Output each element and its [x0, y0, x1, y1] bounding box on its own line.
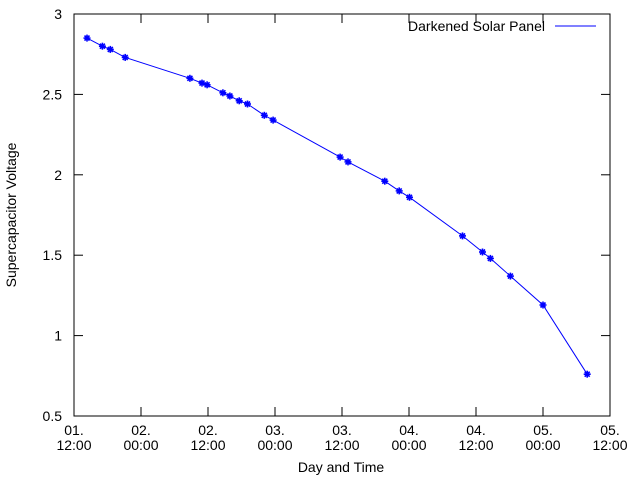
- plot-frame: [73, 13, 611, 417]
- x-tick-label-day: 05.: [533, 422, 552, 438]
- x-tick-label-time: 00:00: [257, 437, 292, 453]
- x-tick-label-time: 12:00: [458, 437, 493, 453]
- x-tick-label-time: 00:00: [391, 437, 426, 453]
- data-point: [506, 272, 514, 280]
- data-point: [269, 116, 277, 124]
- data-point: [226, 92, 234, 100]
- y-axis: 0.5 1 1.5 2 2.5 3: [43, 6, 610, 424]
- legend-label: Darkened Solar Panel: [408, 18, 545, 34]
- y-tick-label: 2: [54, 167, 62, 183]
- legend: Darkened Solar Panel: [408, 18, 596, 34]
- y-tick-label: 3: [54, 6, 62, 22]
- data-point: [395, 187, 403, 195]
- x-tick-label-time: 00:00: [123, 437, 158, 453]
- x-tick-label-time: 12:00: [56, 437, 91, 453]
- y-tick-label: 0.5: [43, 408, 63, 424]
- x-tick-label-time: 00:00: [525, 437, 560, 453]
- x-tick-label-day: 03.: [265, 422, 284, 438]
- data-point: [583, 370, 591, 378]
- data-point: [479, 248, 486, 256]
- data-point: [98, 42, 106, 50]
- x-tick-label-day: 04.: [466, 422, 485, 438]
- data-point: [219, 89, 227, 97]
- x-tick-label-time: 12:00: [190, 437, 225, 453]
- data-point: [459, 232, 466, 240]
- y-tick-label: 1.5: [43, 247, 63, 263]
- data-point: [539, 301, 547, 309]
- x-tick-label-day: 03.: [332, 422, 351, 438]
- series-group: [83, 34, 591, 378]
- x-tick-label-time: 12:00: [324, 437, 359, 453]
- x-tick-label-day: 02.: [131, 422, 150, 438]
- data-point: [235, 97, 243, 105]
- data-point: [406, 193, 413, 201]
- data-point: [203, 81, 211, 89]
- data-point: [336, 153, 344, 161]
- y-tick-label: 1: [54, 328, 62, 344]
- data-point: [121, 53, 129, 61]
- data-point: [260, 111, 268, 119]
- data-point: [83, 34, 91, 42]
- data-point: [106, 45, 114, 53]
- x-tick-label-day: 01.: [64, 422, 83, 438]
- x-tick-label-day: 04.: [399, 422, 418, 438]
- y-tick-label: 2.5: [43, 86, 63, 102]
- series-line: [86, 37, 588, 375]
- data-point: [344, 158, 352, 166]
- data-point: [486, 254, 494, 262]
- x-tick-label-day: 02.: [198, 422, 217, 438]
- data-point: [186, 74, 194, 82]
- x-axis-label: Day and Time: [298, 459, 385, 475]
- x-tick-label-time: 12:00: [592, 437, 627, 453]
- y-axis-label: Supercapacitor Voltage: [3, 142, 19, 287]
- data-point: [381, 177, 389, 185]
- data-point: [244, 100, 251, 108]
- x-axis: 01.12:0002.00:0002.12:0003.00:0003.12:00…: [56, 14, 628, 453]
- x-tick-label-day: 05.: [600, 422, 619, 438]
